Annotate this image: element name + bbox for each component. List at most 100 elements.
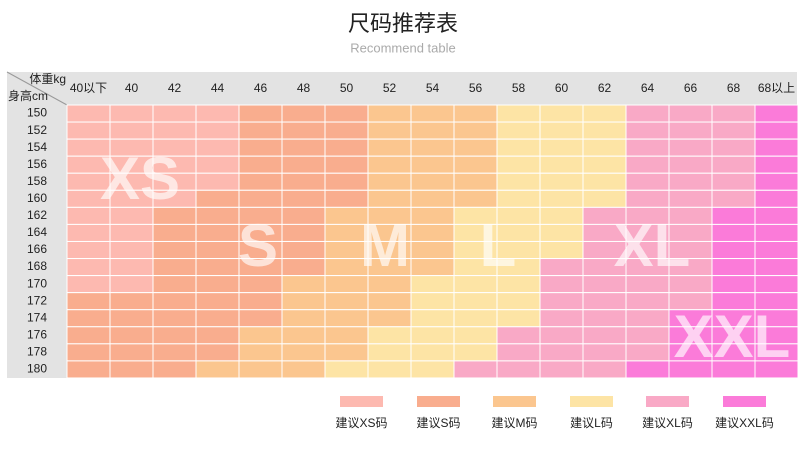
size-cell [410, 104, 455, 123]
size-cell [238, 172, 283, 191]
size-cell [410, 172, 455, 191]
size-cell [195, 189, 240, 208]
size-cell [582, 104, 627, 123]
weight-header: 64 [641, 81, 655, 95]
size-overlay: S [238, 212, 278, 279]
size-cell [152, 104, 197, 123]
size-cell [367, 138, 412, 157]
size-cell [324, 309, 369, 328]
size-cell [539, 258, 584, 277]
size-overlay: XS [100, 145, 180, 212]
size-cell [668, 172, 713, 191]
size-cell [410, 275, 455, 294]
size-cell [109, 223, 154, 242]
size-cell [453, 343, 498, 362]
size-cell [754, 275, 799, 294]
size-cell [410, 258, 455, 277]
size-cell [754, 240, 799, 260]
size-cell [238, 155, 283, 174]
size-cell [324, 189, 369, 208]
title: 尺码推荐表 [348, 11, 458, 36]
size-cell [711, 121, 756, 140]
weight-header: 68 [727, 81, 741, 95]
size-cell [711, 206, 756, 225]
size-cell [539, 309, 584, 328]
size-cell [582, 343, 627, 362]
size-cell [539, 223, 584, 242]
legend-swatch [417, 396, 460, 407]
size-cell [496, 326, 541, 345]
size-cell [625, 292, 670, 311]
size-cell [66, 360, 111, 379]
height-header: 160 [27, 191, 47, 205]
size-cell [152, 309, 197, 328]
size-cell [625, 104, 670, 123]
size-cell [66, 223, 111, 242]
size-cell [711, 104, 756, 123]
size-cell [324, 104, 369, 123]
size-cell [625, 172, 670, 191]
size-cell [410, 223, 455, 242]
size-cell [539, 292, 584, 311]
weight-header: 40以下 [70, 81, 107, 95]
size-cell [711, 240, 756, 260]
size-cell [410, 138, 455, 157]
size-cell [539, 360, 584, 379]
legend-swatch [723, 396, 766, 407]
corner-diagonal [6, 71, 68, 106]
size-cell [582, 189, 627, 208]
size-cell [281, 240, 326, 260]
size-cell [195, 104, 240, 123]
size-cell [324, 360, 369, 379]
weight-header: 46 [254, 81, 268, 95]
weight-header: 54 [426, 81, 440, 95]
size-cell [625, 189, 670, 208]
size-cell [410, 343, 455, 362]
size-cell [66, 326, 111, 345]
size-cell [281, 343, 326, 362]
size-cell [539, 155, 584, 174]
size-cell [754, 223, 799, 242]
size-cell [324, 155, 369, 174]
size-cell [754, 172, 799, 191]
weight-header: 60 [555, 81, 569, 95]
legend-swatch [570, 396, 613, 407]
size-cell [367, 189, 412, 208]
height-header: 162 [27, 208, 47, 222]
size-cell [582, 326, 627, 345]
weight-header: 56 [469, 81, 483, 95]
subtitle: Recommend table [350, 40, 456, 55]
size-cell [668, 189, 713, 208]
size-cell [453, 155, 498, 174]
size-cell [281, 206, 326, 225]
size-cell [711, 223, 756, 242]
size-cell [539, 121, 584, 140]
size-cell [496, 189, 541, 208]
legend-label: 建议S码 [416, 416, 460, 430]
size-cell [539, 326, 584, 345]
size-cell [324, 326, 369, 345]
size-cell [152, 360, 197, 379]
size-cell [281, 223, 326, 242]
size-cell [324, 292, 369, 311]
size-cell [453, 121, 498, 140]
size-cell [195, 172, 240, 191]
weight-label: 体重kg [29, 72, 66, 86]
size-cell [496, 292, 541, 311]
size-cell [582, 138, 627, 157]
size-cell [582, 309, 627, 328]
weight-header: 40 [125, 81, 139, 95]
weight-header: 68以上 [758, 81, 795, 95]
size-cell [582, 155, 627, 174]
size-overlay: L [480, 212, 517, 279]
size-cell [539, 138, 584, 157]
weight-header: 50 [340, 81, 354, 95]
size-cell [281, 138, 326, 157]
size-cell [66, 309, 111, 328]
size-cell [195, 138, 240, 157]
size-cell [238, 343, 283, 362]
size-cell [281, 104, 326, 123]
size-cell [367, 104, 412, 123]
weight-header: 48 [297, 81, 311, 95]
